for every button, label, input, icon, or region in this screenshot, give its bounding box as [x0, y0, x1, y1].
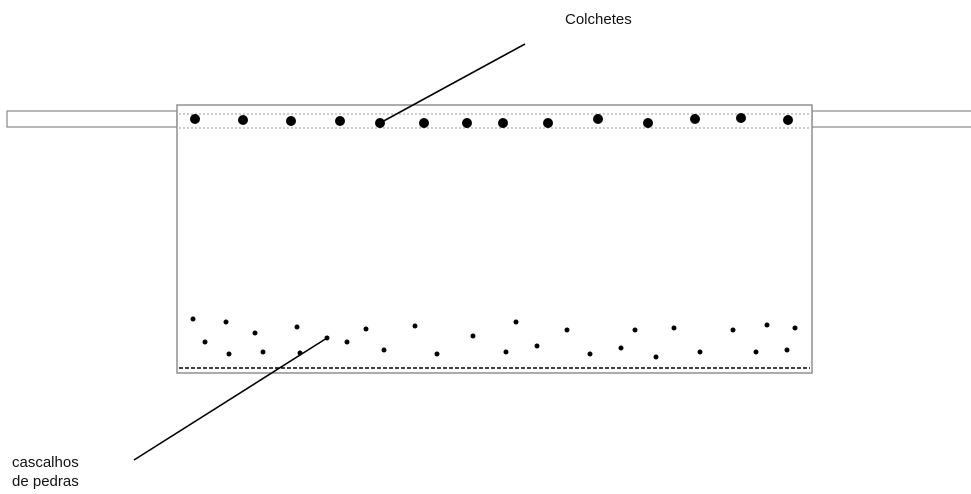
gravel-dot	[470, 333, 476, 339]
gravel-dot	[252, 330, 258, 336]
label-cascalhos-de-pedras: cascalhos de pedras	[12, 453, 79, 491]
rod-right	[811, 110, 971, 128]
hook-dot	[286, 116, 296, 126]
hook-dot	[690, 114, 700, 124]
gravel-dot	[671, 325, 677, 331]
gravel-dot	[697, 349, 703, 355]
hook-dot	[335, 116, 345, 126]
gravel-dot	[363, 326, 369, 332]
leader-line-colchetes	[379, 43, 526, 124]
label-cascalhos-line2: de pedras	[12, 473, 79, 490]
label-cascalhos-line1: cascalhos	[12, 454, 79, 471]
gravel-dot	[632, 327, 638, 333]
gravel-dot	[223, 319, 229, 325]
gravel-dot	[226, 351, 232, 357]
hook-dot	[190, 114, 200, 124]
gravel-dot	[412, 323, 418, 329]
hook-dot	[736, 113, 746, 123]
gravel-dot	[434, 351, 440, 357]
hook-dot	[543, 118, 553, 128]
gravel-dot	[587, 351, 593, 357]
gravel-dot	[202, 339, 208, 345]
gravel-dot	[764, 322, 770, 328]
gravel-dot	[344, 339, 350, 345]
hook-dot	[593, 114, 603, 124]
hook-dot	[462, 118, 472, 128]
gravel-dot	[294, 324, 300, 330]
hook-dot	[238, 115, 248, 125]
gravel-dot	[260, 349, 266, 355]
hook-dot	[419, 118, 429, 128]
gravel-dot	[513, 319, 519, 325]
gravel-dot	[730, 327, 736, 333]
gravel-dot	[618, 345, 624, 351]
leader-line-cascalhos	[133, 337, 328, 461]
gravel-dot	[653, 354, 659, 360]
hook-dot	[498, 118, 508, 128]
hook-dot	[643, 118, 653, 128]
gravel-dot	[792, 325, 798, 331]
hook-dot	[783, 115, 793, 125]
bag-panel	[176, 104, 813, 374]
gravel-dot	[534, 343, 540, 349]
gravel-dot	[784, 347, 790, 353]
gravel-dot	[564, 327, 570, 333]
rod-left	[6, 110, 178, 128]
label-colchetes: Colchetes	[565, 11, 632, 28]
gravel-dot	[503, 349, 509, 355]
gravel-dot	[190, 316, 196, 322]
gravel-dot	[381, 347, 387, 353]
hooks-group	[190, 113, 793, 128]
gravel-dot	[753, 349, 759, 355]
